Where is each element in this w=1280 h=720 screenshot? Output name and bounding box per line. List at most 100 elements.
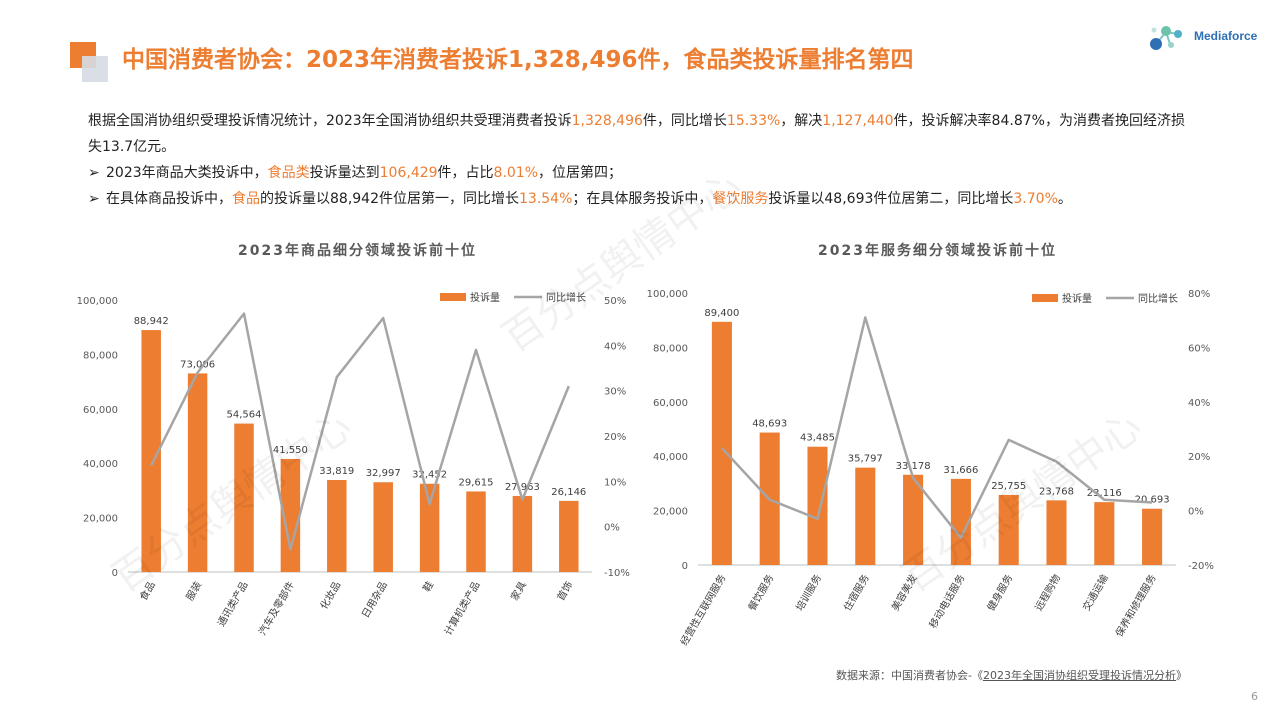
y-tick-label: 0 [682, 561, 688, 572]
y2-tick-label: 80% [1188, 289, 1210, 300]
bar [1142, 508, 1163, 565]
bar [950, 478, 971, 565]
arrow-bullet-icon: ➢ [88, 165, 100, 181]
bar-data-label: 25,755 [991, 481, 1026, 492]
bar-data-label: 33,178 [896, 461, 931, 472]
page-number: 6 [1251, 690, 1258, 703]
bar-data-label: 88,942 [134, 316, 169, 327]
bar-data-label: 29,615 [459, 477, 494, 488]
y-tick-label: 60,000 [653, 398, 688, 409]
bar-data-label: 32,452 [412, 470, 447, 481]
arrow-bullet-icon: ➢ [88, 191, 100, 207]
bar [141, 330, 161, 572]
bar [1094, 502, 1115, 565]
y-tick-label: 0 [112, 568, 118, 579]
bar-data-label: 33,819 [319, 466, 354, 477]
bar [711, 321, 732, 565]
y2-tick-label: 40% [604, 341, 626, 352]
category-label: 经营性互联网服务 [677, 572, 728, 648]
category-label: 培训服务 [793, 572, 824, 613]
bar-data-label: 26,146 [551, 487, 586, 498]
category-label: 餐饮服务 [745, 572, 776, 613]
bar-data-label: 89,400 [704, 308, 739, 319]
brand-name: Mediaforce [1194, 29, 1258, 43]
bar-data-label: 35,797 [848, 454, 883, 465]
legend-label-line: 同比增长 [546, 291, 586, 304]
y-tick-label: 100,000 [77, 296, 118, 307]
category-label: 保养和修理服务 [1112, 572, 1158, 639]
bar [903, 474, 924, 565]
bar [807, 446, 828, 565]
bar [512, 495, 533, 572]
y-tick-label: 40,000 [653, 452, 688, 463]
bar-data-label: 31,666 [943, 465, 978, 476]
category-label: 移动电话服务 [926, 572, 967, 630]
y2-tick-label: 0% [1188, 507, 1204, 518]
y-tick-label: 20,000 [653, 507, 688, 518]
brand-molecule-icon [1150, 26, 1182, 50]
logo-square-gray [82, 56, 108, 82]
y-tick-label: 100,000 [647, 289, 688, 300]
legend-label-bar: 投诉量 [1062, 292, 1092, 305]
bar [419, 483, 440, 572]
bar-data-label: 48,693 [752, 419, 787, 430]
y-tick-label: 20,000 [83, 514, 118, 525]
title-logo-mark [70, 42, 110, 82]
bar [373, 482, 393, 572]
y-tick-label: 40,000 [83, 459, 118, 470]
y2-tick-label: 20% [1188, 452, 1210, 463]
bar-data-label: 73,006 [180, 359, 215, 370]
y-tick-label: 60,000 [83, 405, 118, 416]
y2-tick-label: -10% [604, 568, 630, 579]
y-tick-label: 80,000 [653, 343, 688, 354]
category-label: 美容美发 [888, 572, 919, 613]
bar-data-label: 23,768 [1039, 486, 1074, 497]
chart-services-title: 2023年服务细分领域投诉前十位 [818, 243, 1057, 259]
category-label: 健身服务 [984, 572, 1015, 613]
bar [280, 458, 301, 572]
y2-tick-label: 0% [604, 523, 620, 534]
category-label: 远程购物 [1032, 572, 1063, 613]
bar-data-label: 32,997 [366, 468, 401, 479]
y2-tick-label: 40% [1188, 398, 1210, 409]
growth-line [720, 316, 1153, 540]
category-label: 住宿服务 [841, 572, 872, 613]
bar [855, 467, 876, 565]
category-label: 交通运输 [1080, 572, 1111, 613]
bar [466, 491, 486, 572]
bar-data-label: 20,693 [1135, 495, 1170, 506]
chart-goods-title: 2023年商品细分领域投诉前十位 [238, 243, 477, 259]
summary-paragraph: 根据全国消协组织受理投诉情况统计，2023年全国消协组织共受理消费者投诉1,32… [88, 113, 1185, 155]
y-tick-label: 80,000 [83, 350, 118, 361]
bar-data-label: 23,116 [1087, 488, 1122, 499]
bar [998, 494, 1019, 565]
bar [559, 500, 579, 572]
bar-data-label: 54,564 [227, 410, 262, 421]
y2-tick-label: 10% [604, 477, 626, 488]
y2-tick-label: 30% [604, 387, 626, 398]
y2-tick-label: 50% [604, 296, 626, 307]
legend-label-bar: 投诉量 [470, 291, 500, 304]
brand-logo: Mediaforce [1146, 20, 1266, 54]
bar-data-label: 43,485 [800, 433, 835, 444]
bar [327, 480, 347, 572]
bar-data-label: 27,963 [505, 482, 540, 493]
growth-line [150, 312, 570, 551]
page-title: 中国消费者协会：2023年消费者投诉1,328,496件，食品类投诉量排名第四 [122, 47, 914, 73]
source-document-link[interactable]: 2023年全国消协组织受理投诉情况分析 [982, 669, 1176, 682]
legend-label-line: 同比增长 [1138, 292, 1178, 305]
legend-swatch-bar [1032, 294, 1058, 302]
bar-data-label: 41,550 [273, 445, 308, 456]
bar [1046, 500, 1067, 565]
legend-swatch-bar [440, 293, 466, 301]
y2-tick-label: -20% [1188, 561, 1214, 572]
bar [187, 373, 208, 572]
y2-tick-label: 20% [604, 432, 626, 443]
bullet-food-category: ➢ 2023年商品大类投诉中，食品类投诉量达到106,429件，占比8.01%，位… [88, 160, 1198, 186]
y2-tick-label: 60% [1188, 343, 1210, 354]
summary-text: 根据全国消协组织受理投诉情况统计，2023年全国消协组织共受理消费者投诉1,32… [88, 108, 1198, 212]
data-source: 数据来源：中国消费者协会-《2023年全国消协组织受理投诉情况分析》 [836, 669, 1187, 682]
bullet-specific-items: ➢ 在具体商品投诉中，食品的投诉量以88,942件位居第一，同比增长13.54%；… [88, 186, 1198, 212]
